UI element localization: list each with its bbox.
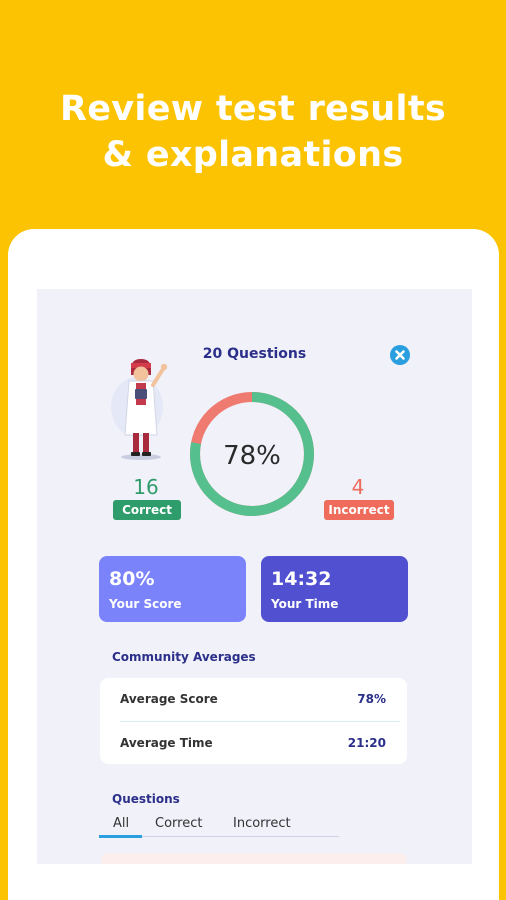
close-button[interactable]	[390, 345, 410, 365]
score-donut-chart	[190, 392, 314, 516]
tab-correct[interactable]: Correct	[155, 816, 203, 831]
community-averages-title: Community Averages	[112, 650, 256, 664]
questions-count-title: 20 Questions	[202, 346, 307, 362]
correct-count: 16	[133, 475, 159, 499]
incorrect-badge: Incorrect	[324, 500, 394, 520]
tabs-baseline	[142, 836, 339, 837]
average-time-row: Average Time 21:20	[100, 722, 407, 764]
close-icon	[395, 350, 405, 360]
tab-all[interactable]: All	[113, 816, 130, 831]
average-time-value: 21:20	[347, 736, 386, 750]
average-score-row: Average Score 78%	[100, 678, 407, 720]
your-time-value: 14:32	[271, 568, 332, 590]
tab-incorrect[interactable]: Incorrect	[233, 816, 291, 831]
your-score-value: 80%	[109, 568, 155, 590]
headline: Review test results & explanations	[0, 86, 506, 178]
question-list-item[interactable]	[101, 853, 407, 864]
results-screen: 20 Questions 78% 16 Correct 4 Incorrect …	[37, 289, 472, 864]
average-time-label: Average Time	[120, 736, 213, 750]
questions-section-title: Questions	[112, 792, 180, 806]
average-score-label: Average Score	[120, 692, 218, 706]
headline-line-2: & explanations	[102, 135, 404, 175]
your-score-label: Your Score	[109, 597, 182, 611]
averages-divider	[120, 721, 400, 722]
your-time-card: 14:32 Your Time	[261, 556, 408, 622]
your-score-card: 80% Your Score	[99, 556, 246, 622]
score-percent: 78%	[223, 441, 281, 471]
community-averages-card: Average Score 78% Average Time 21:20	[100, 678, 407, 764]
active-tab-indicator	[99, 835, 142, 838]
correct-badge: Correct	[113, 500, 181, 520]
incorrect-count: 4	[351, 475, 365, 499]
your-time-label: Your Time	[271, 597, 339, 611]
doctor-illustration	[111, 359, 168, 460]
headline-line-1: Review test results	[60, 89, 446, 129]
donut-correct-arc	[190, 392, 314, 516]
average-score-value: 78%	[357, 692, 386, 706]
